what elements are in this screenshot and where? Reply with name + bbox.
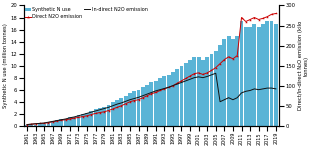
Y-axis label: Synthetic N use (million tonnes): Synthetic N use (million tonnes): [3, 23, 8, 108]
Bar: [76, 115, 80, 126]
Bar: [94, 109, 98, 126]
Bar: [29, 125, 33, 126]
Bar: [252, 24, 256, 126]
Bar: [231, 39, 235, 126]
Y-axis label: Direct/In-direct N₂O emission (kilo
tonnes): Direct/In-direct N₂O emission (kilo tonn…: [298, 21, 309, 110]
Bar: [46, 123, 50, 126]
Bar: [158, 78, 162, 126]
Bar: [154, 81, 158, 126]
Bar: [64, 119, 67, 126]
Bar: [257, 26, 261, 126]
Bar: [115, 100, 119, 126]
Bar: [179, 66, 183, 126]
Bar: [201, 60, 205, 126]
Bar: [171, 72, 175, 126]
Bar: [270, 21, 274, 126]
Bar: [149, 82, 153, 126]
Bar: [68, 117, 72, 126]
Bar: [188, 60, 192, 126]
Bar: [210, 54, 213, 126]
Bar: [205, 57, 209, 126]
Bar: [137, 90, 140, 126]
Bar: [167, 75, 170, 126]
Bar: [85, 112, 89, 126]
Bar: [244, 26, 248, 126]
Bar: [90, 111, 93, 126]
Bar: [235, 36, 239, 126]
Bar: [81, 114, 85, 126]
Bar: [51, 122, 55, 126]
Bar: [132, 91, 136, 126]
Bar: [111, 102, 115, 126]
Bar: [59, 119, 63, 126]
Bar: [162, 77, 166, 126]
Bar: [98, 108, 102, 126]
Bar: [124, 96, 128, 126]
Bar: [42, 124, 46, 126]
Bar: [128, 93, 132, 126]
Bar: [72, 117, 76, 126]
Bar: [214, 51, 218, 126]
Bar: [34, 125, 37, 126]
Bar: [227, 36, 231, 126]
Bar: [25, 125, 29, 126]
Bar: [248, 26, 252, 126]
Bar: [102, 107, 106, 126]
Bar: [240, 21, 243, 126]
Bar: [141, 87, 145, 126]
Legend: Synthetic N use, Direct N2O emission, In-direct N2O emission: Synthetic N use, Direct N2O emission, In…: [25, 7, 148, 20]
Bar: [218, 45, 222, 126]
Bar: [274, 24, 278, 126]
Bar: [184, 63, 188, 126]
Bar: [222, 39, 226, 126]
Bar: [175, 69, 179, 126]
Bar: [38, 124, 42, 126]
Bar: [107, 105, 110, 126]
Bar: [261, 24, 265, 126]
Bar: [265, 21, 269, 126]
Bar: [197, 57, 201, 126]
Bar: [193, 57, 196, 126]
Bar: [55, 120, 59, 126]
Bar: [145, 85, 149, 126]
Bar: [119, 98, 123, 126]
